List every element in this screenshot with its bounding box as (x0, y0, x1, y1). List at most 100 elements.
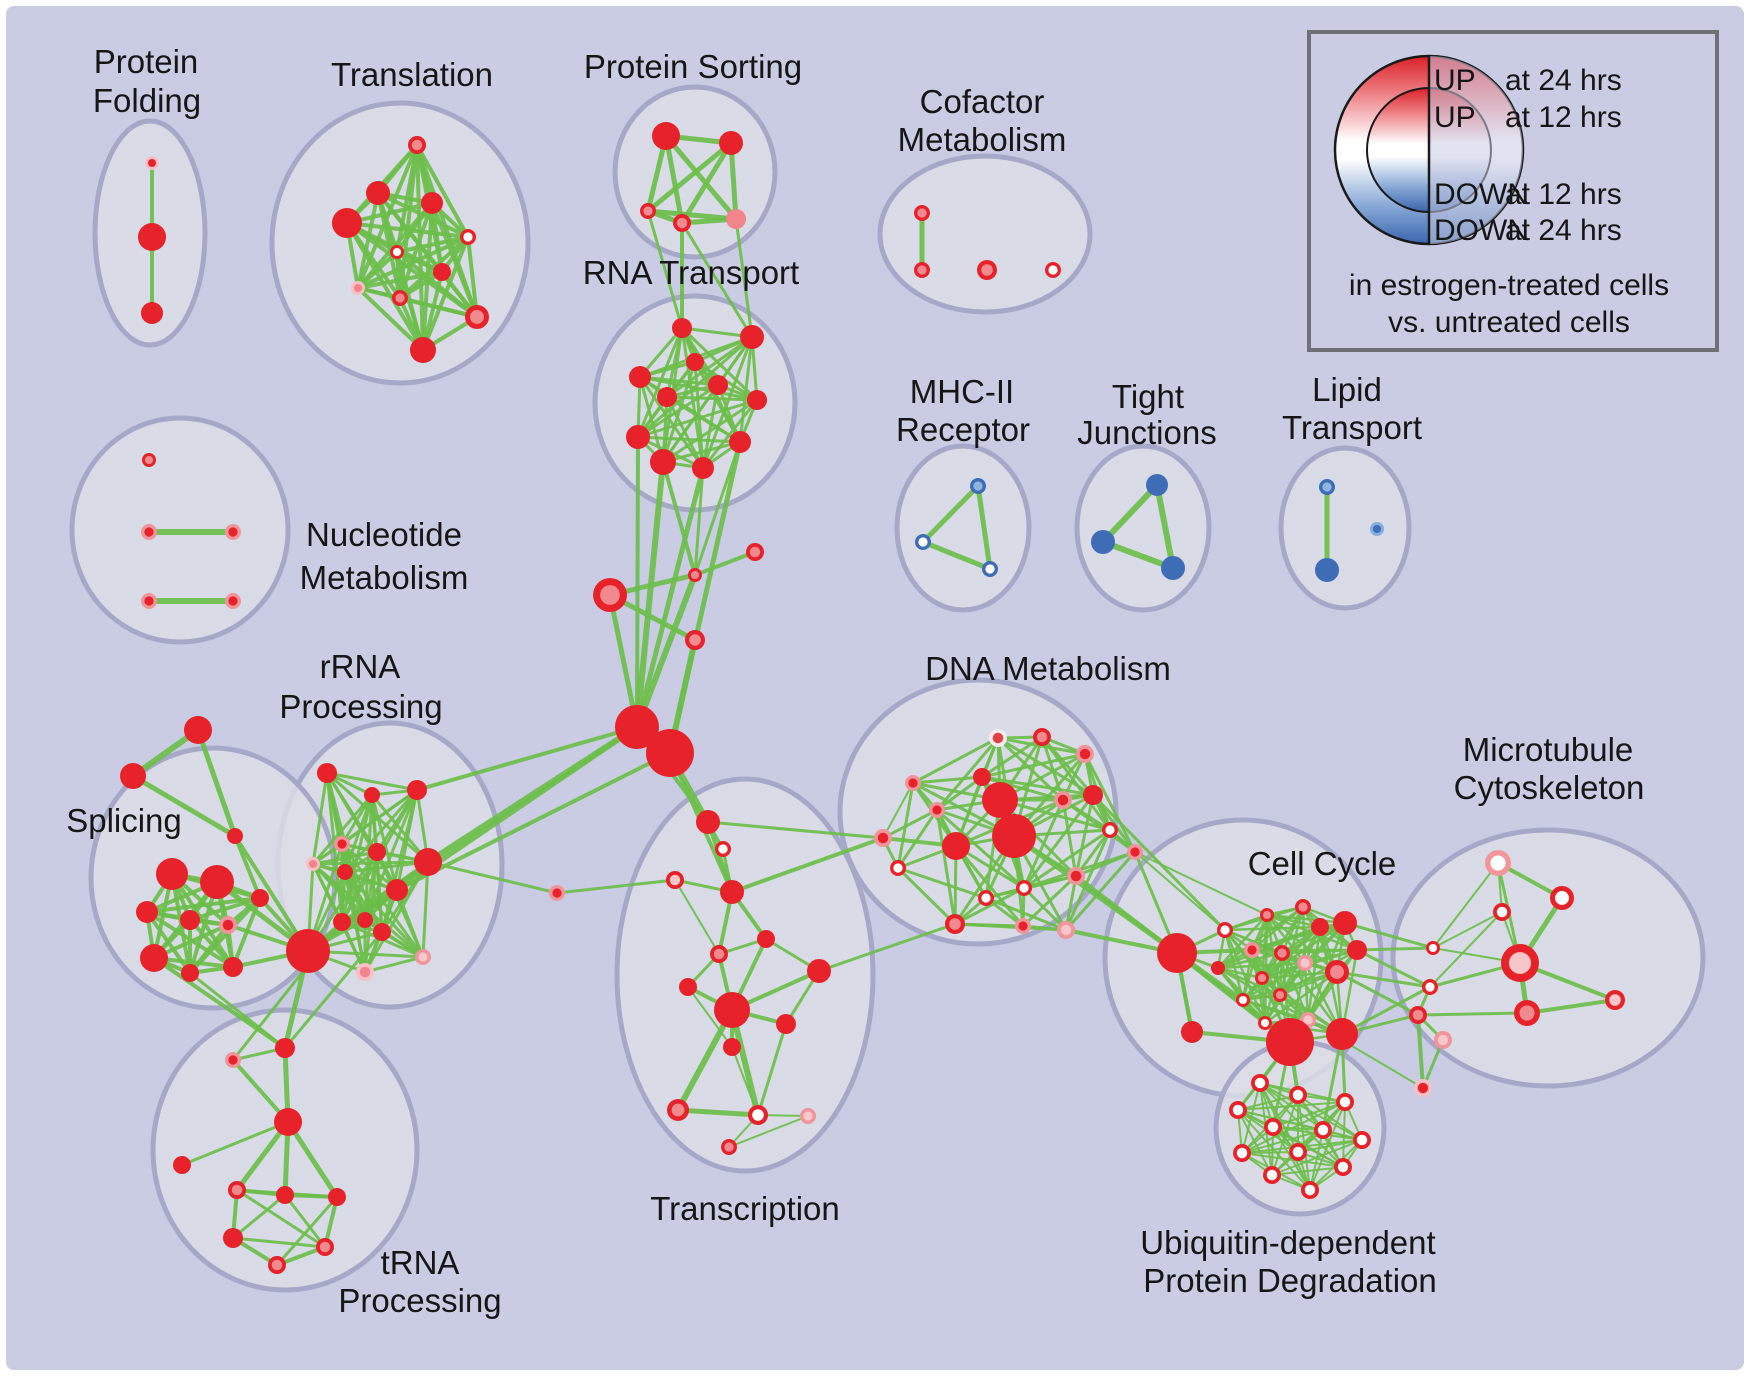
gene-node[interactable] (1514, 1000, 1540, 1026)
gene-node[interactable] (356, 963, 374, 981)
gene-node[interactable] (227, 828, 243, 844)
gene-node[interactable] (615, 705, 659, 749)
gene-node[interactable] (200, 865, 234, 899)
gene-node[interactable] (710, 945, 728, 963)
gene-node[interactable] (729, 431, 751, 453)
gene-node[interactable] (915, 534, 931, 550)
gene-node[interactable] (465, 305, 489, 329)
gene-node[interactable] (626, 425, 650, 449)
gene-node[interactable] (807, 959, 831, 983)
gene-node[interactable] (180, 910, 200, 930)
gene-node[interactable] (414, 848, 442, 876)
gene-node[interactable] (1016, 880, 1032, 896)
gene-node[interactable] (1289, 1086, 1307, 1104)
gene-node[interactable] (1181, 1021, 1203, 1043)
gene-node[interactable] (1229, 1101, 1247, 1119)
gene-node[interactable] (1146, 474, 1168, 496)
gene-node[interactable] (364, 787, 380, 803)
gene-node[interactable] (386, 879, 408, 901)
gene-node[interactable] (328, 1188, 346, 1206)
gene-node[interactable] (184, 716, 212, 744)
gene-node[interactable] (942, 832, 970, 860)
gene-node[interactable] (679, 978, 697, 996)
gene-node[interactable] (593, 578, 627, 612)
gene-node[interactable] (1258, 1016, 1272, 1030)
gene-node[interactable] (1045, 262, 1061, 278)
gene-node[interactable] (757, 930, 775, 948)
gene-node[interactable] (1426, 941, 1440, 955)
gene-node[interactable] (223, 957, 243, 977)
gene-node[interactable] (652, 122, 680, 150)
gene-node[interactable] (905, 775, 921, 791)
gene-node[interactable] (142, 453, 156, 467)
gene-node[interactable] (138, 223, 166, 251)
gene-node[interactable] (317, 763, 337, 783)
gene-node[interactable] (1347, 940, 1367, 960)
gene-node[interactable] (1033, 728, 1051, 746)
gene-node[interactable] (1319, 479, 1335, 495)
gene-node[interactable] (1102, 822, 1118, 838)
gene-node[interactable] (1414, 1079, 1432, 1097)
gene-node[interactable] (696, 810, 720, 834)
gene-node[interactable] (1076, 745, 1094, 763)
gene-node[interactable] (978, 890, 994, 906)
gene-node[interactable] (392, 290, 408, 306)
gene-node[interactable] (1289, 1143, 1307, 1161)
gene-node[interactable] (1217, 922, 1233, 938)
gene-node[interactable] (708, 375, 728, 395)
gene-node[interactable] (1434, 1031, 1452, 1049)
gene-node[interactable] (714, 992, 750, 1028)
gene-node[interactable] (1485, 850, 1511, 876)
gene-node[interactable] (120, 763, 146, 789)
gene-node[interactable] (1127, 844, 1143, 860)
gene-node[interactable] (1264, 1118, 1282, 1136)
gene-node[interactable] (746, 543, 764, 561)
gene-node[interactable] (776, 1014, 796, 1034)
gene-node[interactable] (421, 192, 443, 214)
gene-node[interactable] (666, 871, 684, 889)
gene-node[interactable] (1091, 530, 1115, 554)
gene-node[interactable] (337, 864, 353, 880)
gene-node[interactable] (219, 916, 237, 934)
gene-node[interactable] (650, 449, 676, 475)
gene-node[interactable] (357, 912, 373, 928)
gene-node[interactable] (333, 913, 351, 931)
gene-node[interactable] (970, 478, 986, 494)
gene-node[interactable] (181, 964, 199, 982)
gene-node[interactable] (274, 1108, 302, 1136)
gene-node[interactable] (1315, 558, 1339, 582)
gene-node[interactable] (368, 843, 386, 861)
gene-node[interactable] (721, 1139, 737, 1155)
gene-node[interactable] (351, 281, 365, 295)
gene-node[interactable] (410, 337, 436, 363)
gene-node[interactable] (673, 214, 691, 232)
gene-node[interactable] (228, 1181, 246, 1199)
gene-node[interactable] (715, 841, 731, 857)
gene-node[interactable] (629, 366, 651, 388)
gene-node[interactable] (141, 524, 157, 540)
gene-node[interactable] (914, 205, 930, 221)
gene-node[interactable] (1493, 903, 1511, 921)
gene-node[interactable] (1314, 1121, 1332, 1139)
gene-node[interactable] (1274, 945, 1290, 961)
gene-node[interactable] (549, 885, 565, 901)
gene-node[interactable] (1605, 990, 1625, 1010)
gene-node[interactable] (373, 923, 391, 941)
gene-node[interactable] (982, 561, 998, 577)
gene-node[interactable] (719, 131, 743, 155)
gene-node[interactable] (433, 263, 451, 281)
gene-node[interactable] (366, 181, 390, 205)
gene-node[interactable] (989, 729, 1007, 747)
gene-node[interactable] (1334, 1158, 1352, 1176)
gene-node[interactable] (646, 729, 694, 777)
gene-node[interactable] (726, 209, 746, 229)
gene-node[interactable] (692, 457, 714, 479)
gene-node[interactable] (407, 780, 427, 800)
gene-node[interactable] (1325, 960, 1349, 984)
gene-node[interactable] (973, 768, 991, 786)
gene-node[interactable] (415, 949, 431, 965)
gene-node[interactable] (1233, 1144, 1251, 1162)
gene-node[interactable] (225, 593, 241, 609)
gene-node[interactable] (1311, 918, 1329, 936)
gene-node[interactable] (686, 353, 704, 371)
